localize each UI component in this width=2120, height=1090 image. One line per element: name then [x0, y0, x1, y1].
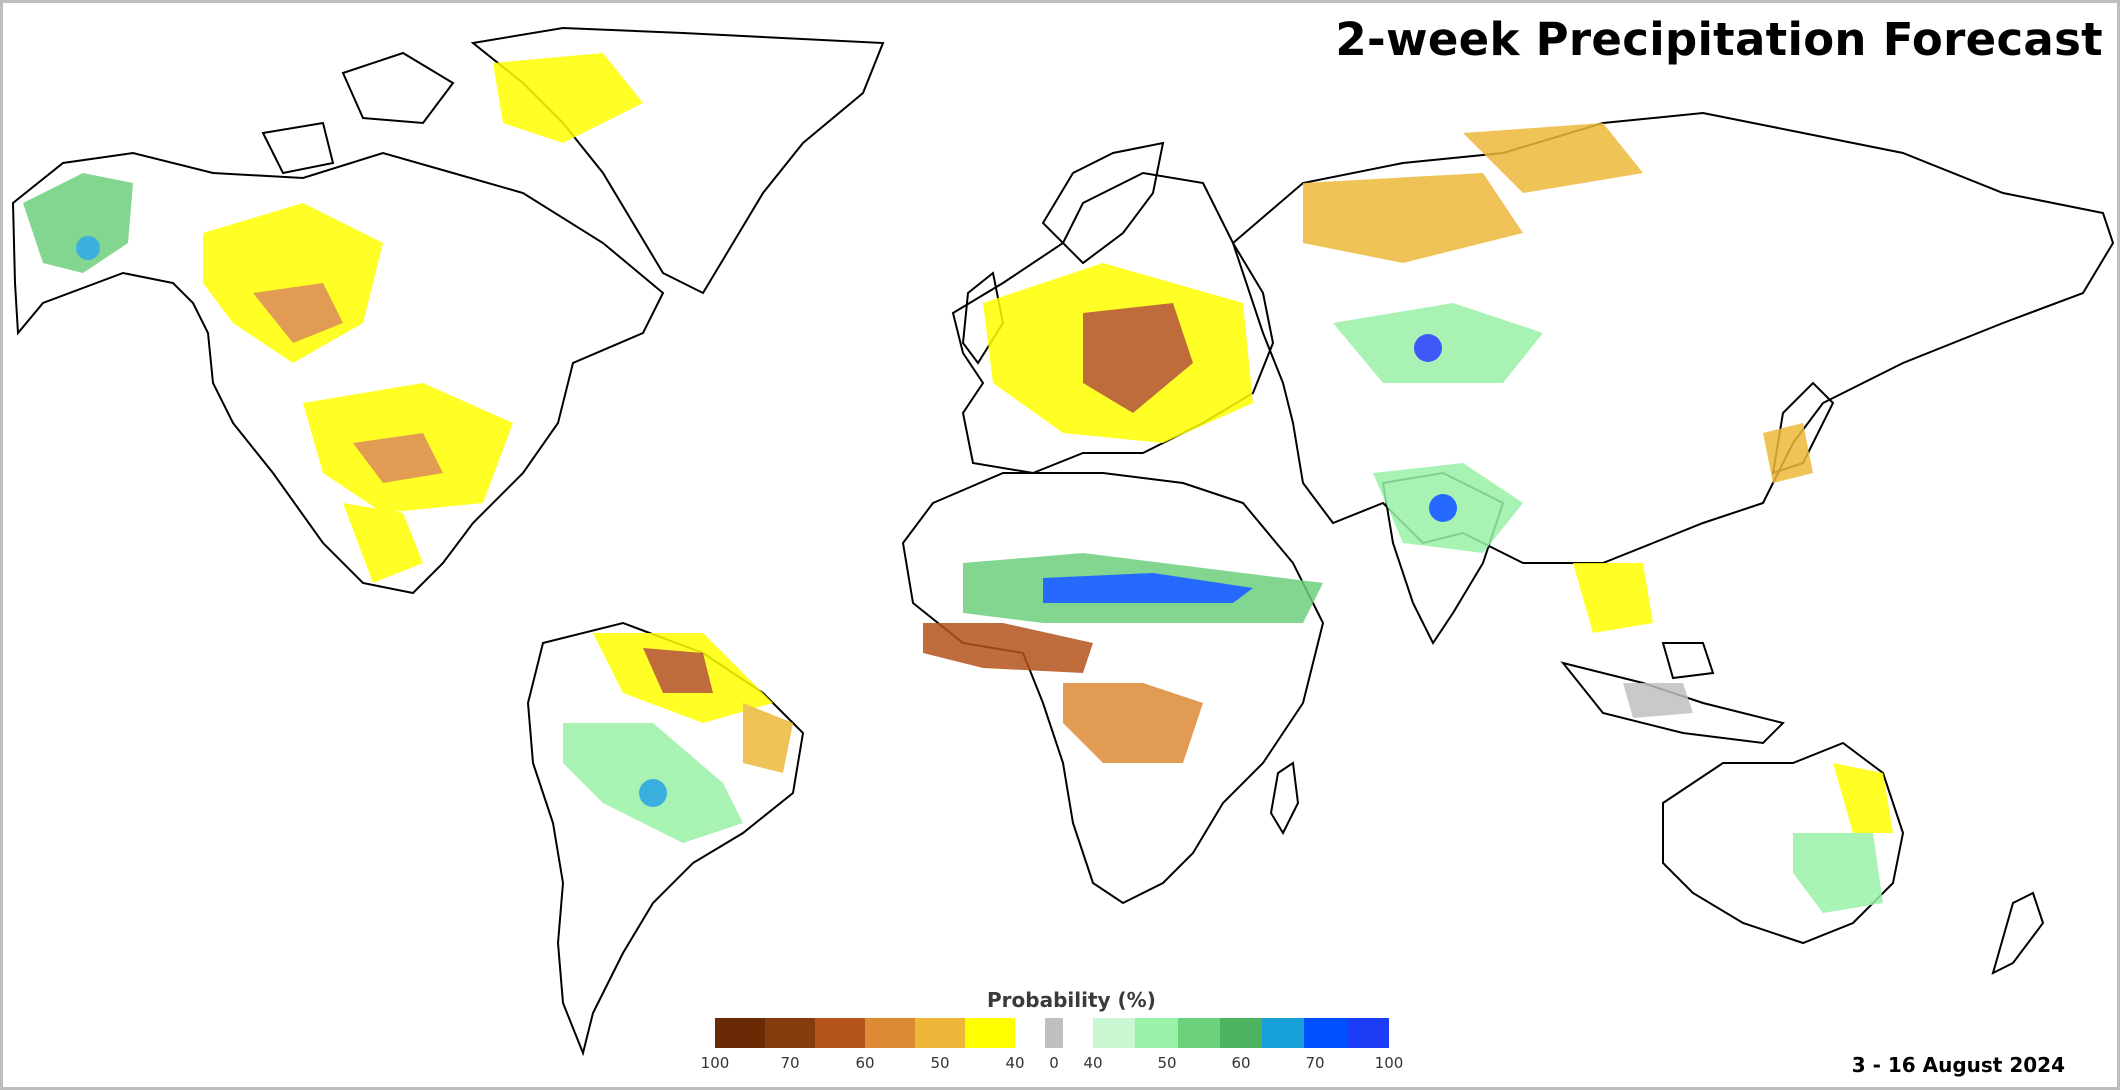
- map-title: 2-week Precipitation Forecast: [1335, 13, 2103, 66]
- legend-title: Probability (%): [987, 988, 1156, 1012]
- legend-tick-wet-3: 70: [1305, 1054, 1325, 1072]
- legend-swatch-dry-0: [715, 1018, 765, 1048]
- legend-swatch-dry-3: [865, 1018, 915, 1048]
- patch-se-asia-dry: [1573, 563, 1653, 633]
- continent-australia: [1662, 741, 1905, 945]
- legend-tick-dry-1: 70: [780, 1054, 800, 1072]
- patch-russia-north: [1303, 173, 1523, 263]
- legend-swatch-wet-6: [1346, 1018, 1389, 1048]
- continent-asia: [1231, 111, 2115, 564]
- legend-tick-dry-2: 60: [855, 1054, 875, 1072]
- continent-north-america: [11, 151, 665, 595]
- patch-sa-east: [743, 703, 793, 773]
- patch-west-africa-dry: [923, 623, 1093, 673]
- continent-greenland: [470, 26, 885, 295]
- new-zealand: [1991, 891, 2045, 975]
- continent-europe: [951, 171, 1275, 475]
- legend-swatch-dry-2: [815, 1018, 865, 1048]
- legend-swatch-wet-5: [1304, 1018, 1347, 1048]
- legend-swatch-neutral: [1045, 1018, 1063, 1048]
- legend-swatch-wet-0: [1093, 1018, 1136, 1048]
- legend-tick-dry-3: 50: [930, 1054, 950, 1072]
- patch-south-asia-core: [1429, 494, 1457, 522]
- patch-us-brown: [353, 433, 443, 483]
- probability-legend: 100 70 60 50 40 0 40 50 60 70 100: [701, 1018, 1407, 1076]
- patch-alaska-core: [76, 236, 100, 260]
- patch-central-africa-dry: [1063, 683, 1203, 763]
- legend-swatch-wet-3: [1219, 1018, 1263, 1048]
- legend-tick-dry-0: 100: [700, 1054, 730, 1072]
- patch-indonesia-gray: [1623, 683, 1693, 718]
- legend-swatch-dry-4: [915, 1018, 965, 1048]
- patch-europe-brown: [1083, 303, 1193, 413]
- legend-tick-dry-4: 40: [1005, 1054, 1025, 1072]
- legend-tick-wet-4: 100: [1374, 1054, 1404, 1072]
- legend-tick-wet-0: 40: [1083, 1054, 1103, 1072]
- arctic-islands: [261, 51, 455, 175]
- patch-sa-north-brown: [643, 648, 713, 693]
- patch-alaska: [23, 173, 133, 273]
- patch-canada-brown: [253, 283, 343, 343]
- legend-tick-wet-2: 60: [1231, 1054, 1251, 1072]
- legend-swatch-wet-1: [1135, 1018, 1178, 1048]
- patch-central-asia-core: [1414, 334, 1442, 362]
- patch-russia-east: [1463, 123, 1643, 193]
- patch-mexico: [343, 503, 423, 583]
- legend-swatch-wet-4: [1262, 1018, 1305, 1048]
- world-map: [11, 26, 2115, 1057]
- legend-swatch-wet-2: [1177, 1018, 1220, 1048]
- scandinavia: [1041, 141, 1165, 265]
- patch-australia-east-dry: [1833, 763, 1893, 833]
- legend-tick-neutral: 0: [1049, 1054, 1059, 1072]
- patch-sa-wet-core: [639, 779, 667, 807]
- patch-sahel-core: [1043, 573, 1253, 603]
- legend-swatch-dry-1: [765, 1018, 815, 1048]
- date-range: 3 - 16 August 2024: [1851, 1053, 2065, 1077]
- patch-greenland: [493, 53, 643, 143]
- madagascar: [1269, 761, 1300, 836]
- legend-swatch-dry-5: [965, 1018, 1015, 1048]
- patch-australia-wet: [1793, 833, 1883, 913]
- patch-japan-dry: [1763, 423, 1813, 483]
- forecast-patches: [23, 53, 1893, 913]
- legend-tick-wet-1: 50: [1157, 1054, 1177, 1072]
